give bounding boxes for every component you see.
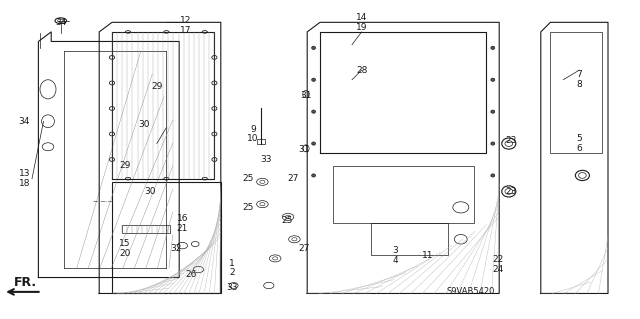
Text: 14
19: 14 19 xyxy=(356,13,367,32)
Bar xyxy=(112,182,221,293)
Text: 30: 30 xyxy=(138,120,150,129)
Text: 34: 34 xyxy=(19,117,30,126)
Text: 29: 29 xyxy=(151,82,163,91)
Text: 23: 23 xyxy=(505,187,516,196)
Text: 23: 23 xyxy=(505,136,516,145)
Text: 1
2: 1 2 xyxy=(229,259,234,277)
Text: 29: 29 xyxy=(119,161,131,170)
Text: 27: 27 xyxy=(298,244,310,253)
Bar xyxy=(257,139,265,144)
Bar xyxy=(122,225,170,233)
Text: 27: 27 xyxy=(287,174,299,183)
Text: 31: 31 xyxy=(298,145,310,154)
Text: 25: 25 xyxy=(281,216,292,225)
Text: 13
18: 13 18 xyxy=(19,169,30,188)
Bar xyxy=(550,32,602,153)
Text: FR.: FR. xyxy=(14,276,37,289)
Text: 34: 34 xyxy=(55,18,67,27)
Ellipse shape xyxy=(312,142,316,145)
Ellipse shape xyxy=(491,46,495,49)
Text: 22
24: 22 24 xyxy=(492,256,504,274)
Bar xyxy=(371,223,448,255)
Text: 32: 32 xyxy=(170,244,182,253)
Text: 33: 33 xyxy=(226,283,237,292)
Text: 3
4: 3 4 xyxy=(393,246,398,264)
Ellipse shape xyxy=(491,110,495,113)
Text: S9VAB5420: S9VAB5420 xyxy=(446,287,495,296)
Text: 30: 30 xyxy=(145,187,156,196)
Ellipse shape xyxy=(491,142,495,145)
Text: 15
20: 15 20 xyxy=(119,240,131,258)
Text: 11: 11 xyxy=(422,251,433,260)
Text: 5
6: 5 6 xyxy=(577,134,582,153)
Text: 25: 25 xyxy=(243,174,254,183)
Ellipse shape xyxy=(312,46,316,49)
Text: 12
17: 12 17 xyxy=(180,16,191,35)
Ellipse shape xyxy=(312,110,316,113)
Bar xyxy=(333,166,474,223)
Ellipse shape xyxy=(491,174,495,177)
Ellipse shape xyxy=(312,78,316,81)
Text: 31: 31 xyxy=(300,91,312,100)
Text: 28: 28 xyxy=(356,66,367,75)
Ellipse shape xyxy=(312,174,316,177)
Text: 16
21: 16 21 xyxy=(177,214,188,233)
Text: 25: 25 xyxy=(243,203,254,212)
Text: 26: 26 xyxy=(185,270,196,279)
Text: 9
10: 9 10 xyxy=(247,125,259,143)
Text: 7
8: 7 8 xyxy=(577,70,582,89)
Ellipse shape xyxy=(491,78,495,81)
Text: 33: 33 xyxy=(260,155,271,164)
